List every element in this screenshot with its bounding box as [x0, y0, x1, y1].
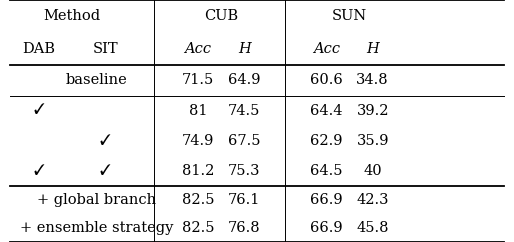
Text: Acc: Acc	[313, 42, 340, 56]
Text: 81.2: 81.2	[182, 164, 214, 178]
Text: 66.9: 66.9	[310, 193, 343, 207]
Text: + ensemble strategy: + ensemble strategy	[20, 221, 173, 235]
Text: baseline: baseline	[65, 74, 127, 87]
Text: 74.5: 74.5	[228, 104, 260, 118]
Text: SIT: SIT	[93, 42, 118, 56]
Text: 64.4: 64.4	[310, 104, 343, 118]
Text: Acc: Acc	[185, 42, 211, 56]
Text: H: H	[366, 42, 379, 56]
Text: 42.3: 42.3	[356, 193, 389, 207]
Text: 82.5: 82.5	[181, 221, 214, 235]
Text: 76.8: 76.8	[228, 221, 261, 235]
Text: ✓: ✓	[33, 104, 44, 117]
Text: 82.5: 82.5	[181, 193, 214, 207]
Text: + global branch: + global branch	[37, 193, 156, 207]
Text: 64.9: 64.9	[228, 74, 261, 87]
Text: ✓: ✓	[33, 165, 44, 178]
Text: 62.9: 62.9	[310, 134, 343, 148]
Text: 74.9: 74.9	[182, 134, 214, 148]
Text: DAB: DAB	[22, 42, 55, 56]
Text: H: H	[238, 42, 250, 56]
Text: Method: Method	[43, 9, 101, 23]
Text: 67.5: 67.5	[228, 134, 261, 148]
Text: 76.1: 76.1	[228, 193, 260, 207]
Text: ✓: ✓	[100, 165, 111, 178]
Text: 60.6: 60.6	[310, 74, 343, 87]
Text: 40: 40	[363, 164, 382, 178]
Text: 71.5: 71.5	[182, 74, 214, 87]
Text: 34.8: 34.8	[356, 74, 389, 87]
Text: 35.9: 35.9	[356, 134, 389, 148]
Text: SUN: SUN	[332, 9, 367, 23]
Text: 75.3: 75.3	[228, 164, 261, 178]
Text: CUB: CUB	[204, 9, 238, 23]
Text: 39.2: 39.2	[356, 104, 389, 118]
Text: ✓: ✓	[100, 134, 111, 148]
Text: 64.5: 64.5	[310, 164, 343, 178]
Text: 81: 81	[189, 104, 207, 118]
Text: 66.9: 66.9	[310, 221, 343, 235]
Text: 45.8: 45.8	[356, 221, 389, 235]
